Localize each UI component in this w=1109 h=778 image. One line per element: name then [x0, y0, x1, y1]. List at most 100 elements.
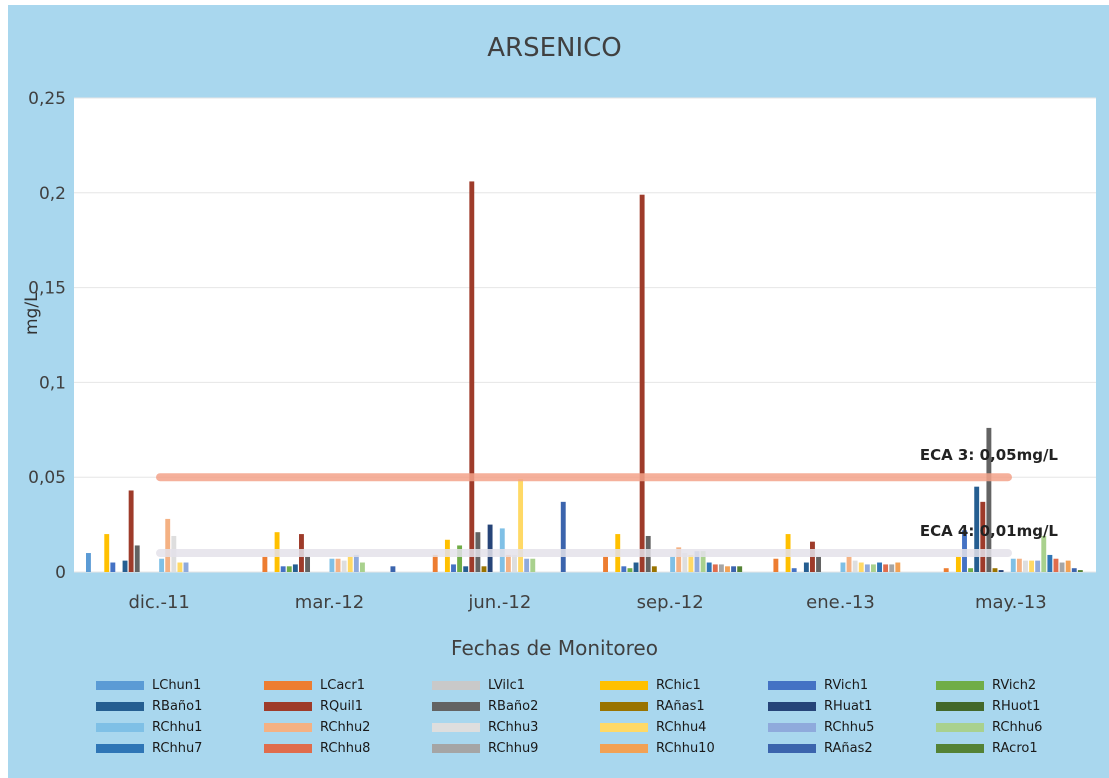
- legend-label: RChic1: [656, 677, 701, 693]
- legend-label: RChhu10: [656, 740, 715, 756]
- legend-label: RBaño1: [152, 698, 203, 714]
- bar: [432, 554, 438, 572]
- bar: [712, 564, 718, 572]
- x-tick-label: jun.-12: [467, 592, 531, 613]
- legend-label: RAcro1: [992, 740, 1038, 756]
- legend-label: RChhu6: [992, 719, 1043, 735]
- bar: [280, 566, 286, 572]
- bar: [688, 554, 694, 572]
- legend-swatch: [600, 743, 648, 753]
- bar: [1047, 554, 1053, 572]
- legend-item: RBaño1: [96, 696, 264, 716]
- reference-line-label: ECA 3: 0,05mg/L: [920, 446, 1059, 464]
- legend-label: RChhu4: [656, 719, 707, 735]
- bar: [86, 553, 91, 572]
- legend-swatch: [768, 680, 816, 690]
- bar: [104, 534, 110, 572]
- legend-label: RVich2: [992, 677, 1037, 693]
- bar: [737, 566, 743, 572]
- y-tick-label: 0,05: [28, 468, 66, 488]
- legend-item: RQuil1: [264, 696, 432, 716]
- bar: [773, 558, 779, 572]
- legend-swatch: [96, 743, 144, 753]
- legend-item: RChic1: [600, 675, 768, 695]
- bar: [329, 558, 335, 572]
- legend-item: RChhu9: [432, 738, 600, 758]
- legend-swatch: [936, 701, 984, 711]
- y-tick-label: 0,2: [39, 184, 66, 204]
- bar: [165, 518, 171, 572]
- bar: [487, 524, 493, 572]
- x-axis-label: Fechas de Monitoreo: [451, 636, 658, 660]
- y-tick-label: 0,1: [39, 373, 66, 393]
- bar: [633, 562, 639, 572]
- y-tick-label: 0,25: [28, 89, 66, 109]
- bar: [986, 427, 992, 572]
- legend-swatch: [768, 701, 816, 711]
- y-tick-label: 0,15: [28, 279, 66, 299]
- bar: [335, 558, 341, 572]
- legend-swatch: [600, 722, 648, 732]
- bar: [992, 568, 998, 572]
- bar: [1016, 558, 1022, 572]
- bar: [816, 556, 822, 572]
- bar: [530, 558, 536, 572]
- legend-swatch: [432, 722, 480, 732]
- bar: [682, 553, 688, 572]
- bar: [725, 566, 730, 572]
- bar: [353, 554, 359, 572]
- bar: [627, 568, 633, 572]
- bar: [481, 566, 487, 572]
- bar: [731, 566, 737, 572]
- bar: [359, 562, 365, 572]
- legend-item: RChhu8: [264, 738, 432, 758]
- x-tick-label: dic.-11: [128, 592, 189, 613]
- bar: [840, 562, 846, 572]
- bar: [1010, 558, 1016, 572]
- legend-swatch: [432, 680, 480, 690]
- bar: [122, 560, 128, 572]
- bar: [110, 562, 116, 572]
- bar: [1029, 560, 1035, 572]
- bar: [347, 556, 353, 572]
- legend-item: RChhu2: [264, 717, 432, 737]
- x-tick-label: may.-13: [975, 592, 1047, 613]
- bar: [1041, 535, 1047, 572]
- bar: [980, 501, 986, 572]
- bar: [895, 562, 901, 572]
- bar: [998, 570, 1004, 572]
- bar: [505, 554, 511, 572]
- bar: [877, 562, 882, 572]
- legend-label: RChhu5: [824, 719, 875, 735]
- legend-item: RChhu7: [96, 738, 264, 758]
- y-tick-label: 0: [55, 563, 66, 583]
- chart-legend: LChun1 LCacr1 LVilc1 RChic1 RVich1 RVich2 RBañ…: [96, 675, 1096, 758]
- bar: [1071, 568, 1077, 572]
- legend-item: RAñas2: [768, 738, 936, 758]
- bar: [864, 564, 870, 572]
- legend-label: RChhu8: [320, 740, 371, 756]
- bar: [1065, 560, 1071, 572]
- bar: [177, 562, 183, 572]
- legend-label: RChhu9: [488, 740, 539, 756]
- x-tick-label: mar.-12: [295, 592, 364, 613]
- legend-label: RChhu3: [488, 719, 539, 735]
- bar: [889, 564, 895, 572]
- legend-item: RVich1: [768, 675, 936, 695]
- bar: [390, 566, 396, 572]
- legend-label: RQuil1: [320, 698, 363, 714]
- legend-label: LVilc1: [488, 677, 526, 693]
- legend-swatch: [264, 701, 312, 711]
- bar: [512, 554, 517, 572]
- bar: [159, 558, 165, 572]
- bar: [803, 562, 809, 572]
- legend-item: RChhu10: [600, 738, 768, 758]
- legend-item: RAcro1: [936, 738, 1104, 758]
- bar: [639, 194, 645, 573]
- legend-item: LChun1: [96, 675, 264, 695]
- legend-label: RChhu7: [152, 740, 203, 756]
- legend-label: RBaño2: [488, 698, 539, 714]
- bar: [1059, 562, 1065, 572]
- legend-item: RHuat1: [768, 696, 936, 716]
- x-tick-label: ene.-13: [806, 592, 875, 613]
